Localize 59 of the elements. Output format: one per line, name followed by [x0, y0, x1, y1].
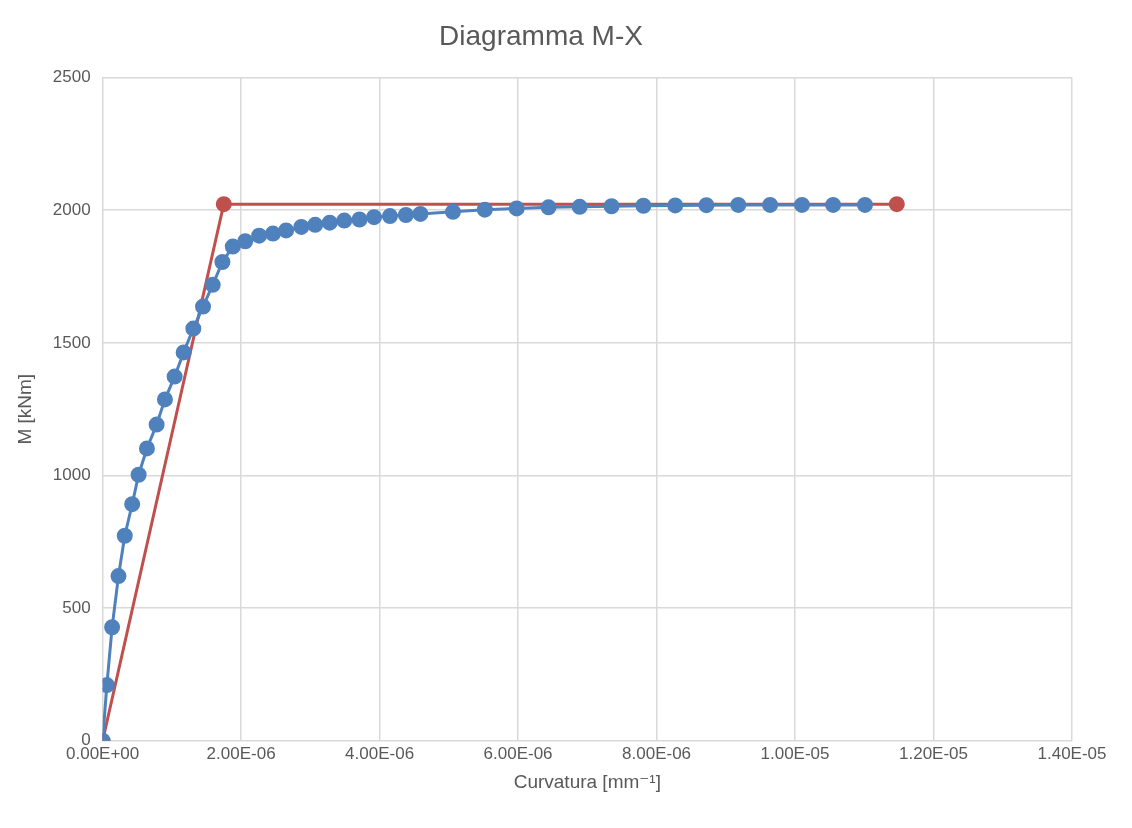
point — [476, 201, 493, 218]
x-tick-label: 1.00E-05 — [760, 743, 830, 763]
point — [130, 466, 147, 483]
y-tick-label: 500 — [62, 597, 91, 617]
point — [540, 199, 557, 216]
point — [366, 209, 383, 226]
point — [307, 216, 324, 233]
point — [264, 225, 281, 242]
y-tick-label: 2500 — [52, 67, 91, 87]
point — [444, 203, 461, 220]
point — [321, 214, 338, 231]
point — [251, 227, 268, 244]
point — [278, 222, 295, 239]
point — [825, 196, 842, 213]
x-tick-label: 8.00E-06 — [622, 743, 692, 763]
x-tick-label: 6.00E-06 — [483, 743, 553, 763]
point — [397, 207, 414, 224]
point — [793, 196, 810, 213]
point — [667, 197, 684, 214]
y-tick-label: 2000 — [52, 199, 91, 219]
point — [508, 200, 525, 217]
x-tick-label: 2.00E-06 — [206, 743, 276, 763]
point — [110, 568, 127, 585]
point — [195, 298, 212, 315]
x-axis-title: Curvatura [mm⁻¹] — [513, 770, 661, 792]
point — [214, 253, 231, 270]
point — [224, 238, 241, 255]
point — [148, 416, 165, 433]
point — [336, 212, 353, 229]
point — [215, 196, 232, 213]
point — [116, 527, 133, 544]
point — [185, 320, 202, 337]
point — [888, 196, 905, 213]
y-tick-label: 1500 — [52, 332, 91, 352]
point — [156, 391, 173, 408]
point — [124, 496, 141, 513]
x-tick-label: 1.40E-05 — [1037, 743, 1107, 763]
point — [175, 344, 192, 361]
point — [293, 218, 310, 235]
x-tick-label: 1.20E-05 — [899, 743, 969, 763]
point — [351, 211, 368, 228]
point — [762, 196, 779, 213]
chart-title: Diagramma M-X — [439, 19, 644, 51]
point — [730, 196, 747, 213]
y-axis-title: M [kNm] — [13, 373, 35, 445]
point — [381, 208, 398, 225]
point — [571, 198, 588, 215]
point — [204, 276, 221, 293]
point — [166, 368, 183, 385]
y-tick-label: 1000 — [52, 465, 91, 485]
point — [138, 440, 155, 457]
x-tick-label: 4.00E-06 — [345, 743, 415, 763]
point — [412, 205, 429, 222]
point — [603, 198, 620, 215]
point — [237, 233, 254, 250]
point — [698, 197, 715, 214]
point — [104, 619, 121, 636]
point — [635, 197, 652, 214]
point — [856, 196, 873, 213]
